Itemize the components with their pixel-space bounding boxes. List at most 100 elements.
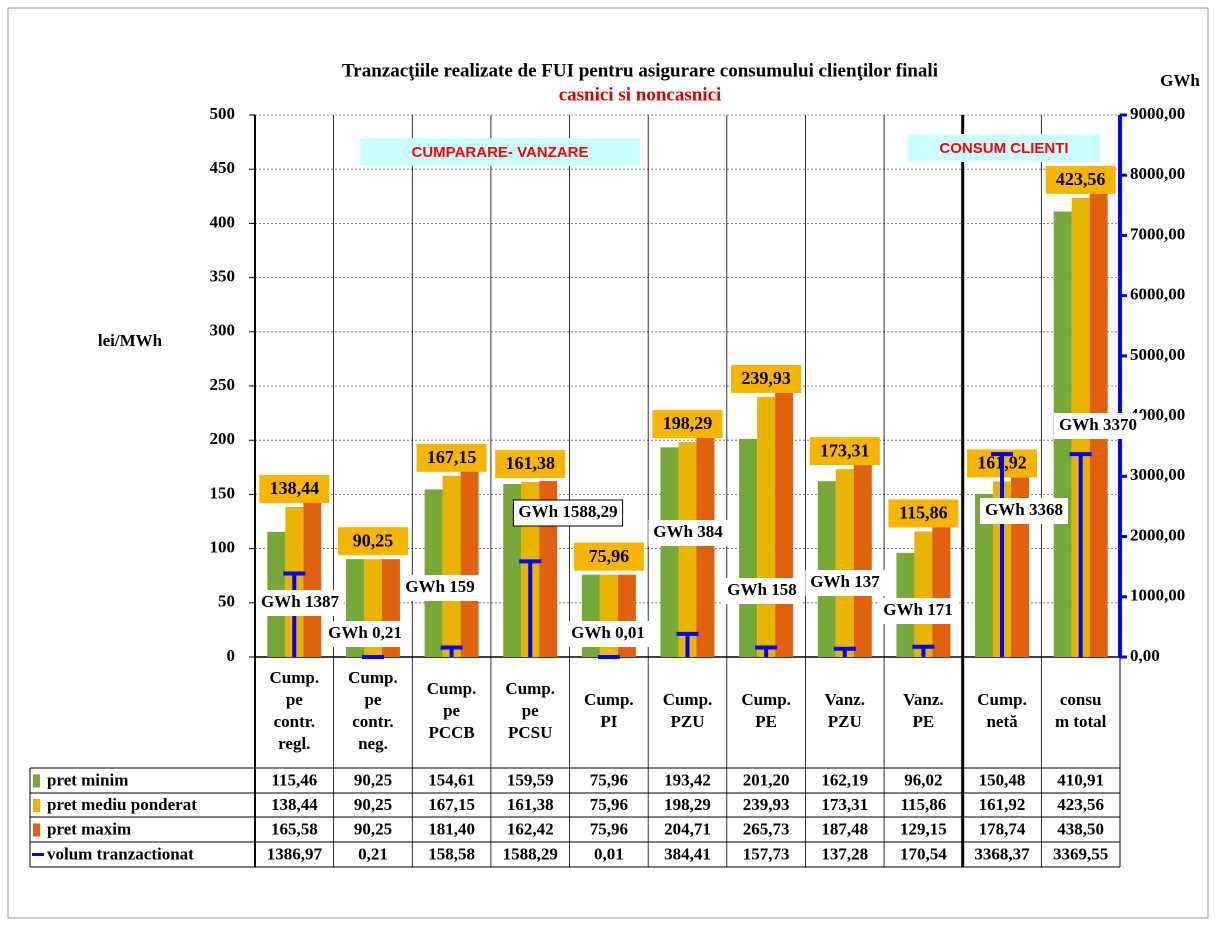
volume-label-box [400,575,480,601]
volume-marker [519,559,542,657]
x-tick-label: Cump. [348,668,398,687]
bar [460,460,479,657]
y-tick-label: 500 [210,104,236,123]
table-cell: 170,54 [900,844,947,863]
table-cell: 129,15 [900,819,947,838]
bar [817,481,836,657]
bar [739,438,758,657]
volume-marker [1069,452,1092,657]
table-cell: 158,58 [428,844,475,863]
volume-label: GWh 159 [405,577,474,596]
x-tick-label: Cump. [741,690,791,709]
table-cell: 384,41 [664,844,711,863]
x-tick-label: contr. [274,712,315,731]
data-label: 423,56 [1056,169,1106,189]
table-cell: 187,48 [821,819,868,838]
y2-tick-label: 4000,00 [1130,405,1185,424]
data-label-box [259,474,330,503]
table-cell: 162,42 [507,819,554,838]
y2-tick-label: 2000,00 [1130,525,1185,544]
legend-label: volum tranzactionat [47,844,194,863]
y2-tick-label: 8000,00 [1130,164,1185,183]
data-label-box [652,410,723,439]
y-tick-label: 400 [210,212,236,231]
data-label: 90,25 [353,530,394,550]
bar [835,469,854,657]
data-label: 75,96 [589,546,630,566]
volume-marker [676,631,699,657]
data-label: 173,31 [820,440,870,460]
volume-label: GWh 158 [727,580,796,599]
legend-label: pret maxim [47,819,131,838]
x-tick-label: Cump. [427,679,477,698]
bar [678,442,697,657]
bar [775,368,794,657]
x-tick-label: pe [364,690,381,709]
y-tick-label: 450 [210,158,236,177]
table-cell: 154,61 [428,770,475,789]
chart-title: Tranzacţiile realizate de FUI pentru asi… [342,60,938,81]
data-label-box [416,443,487,472]
table-cell: 115,46 [271,770,317,789]
table-cell: 75,96 [590,819,628,838]
volume-label: GWh 171 [883,600,952,619]
bar [660,447,679,657]
table-cell: 115,86 [901,795,947,814]
table-cell: 161,38 [507,795,554,814]
table-cell: 157,73 [743,844,790,863]
volume-label-box [648,520,728,546]
volume-marker [833,646,856,657]
volume-label-box [566,621,650,647]
data-label: 239,93 [741,368,791,388]
table-cell: 198,29 [664,795,711,814]
table-cell: 90,25 [354,819,392,838]
x-tick-label: pe [443,701,460,720]
y-tick-label: 0 [227,646,236,665]
table-cell: 193,42 [664,770,711,789]
x-tick-label: Cump. [663,690,713,709]
volume-marker [755,645,778,657]
table-cell: 0,01 [594,844,624,863]
x-tick-label: pe [286,690,303,709]
y2-tick-label: 1000,00 [1130,586,1185,605]
table-cell: 165,58 [271,819,318,838]
volume-label-box [805,570,885,596]
volume-label: GWh 1387 [261,592,339,611]
data-label-box [731,364,802,393]
table-cell: 96,02 [904,770,942,789]
x-tick-label: PE [755,712,777,731]
table-cell: 265,73 [743,819,790,838]
volume-label-box [1054,413,1142,439]
x-tick-label: PE [913,712,935,731]
bar [757,396,776,657]
y-tick-label: 200 [210,429,236,448]
x-tick-label: neg. [358,734,388,753]
table-cell: 423,56 [1057,795,1104,814]
table-cell: 162,19 [821,770,868,789]
data-label: 198,29 [663,413,713,433]
table-cell: 75,96 [590,795,628,814]
data-label: 167,15 [427,447,477,467]
volume-label: GWh 1588,29 [518,502,617,521]
volume-label: GWh 137 [810,572,880,591]
table-cell: 181,40 [428,819,475,838]
y-tick-label: 150 [210,483,236,502]
x-tick-label: pe [522,701,539,720]
volume-label: GWh 3368 [985,500,1063,519]
table-cell: 90,25 [354,770,392,789]
x-tick-label: regl. [278,734,310,753]
data-label-box [573,542,644,571]
y-axis-label: lei/MWh [98,331,163,350]
table-cell: 167,15 [428,795,475,814]
data-label-box [495,450,566,479]
x-tick-label: consu [1060,690,1102,709]
legend-key [33,823,40,837]
y-tick-label: 350 [210,267,236,286]
bar [914,531,933,657]
y2-tick-label: 5000,00 [1130,345,1185,364]
y-tick-label: 300 [210,321,236,340]
volume-label-box [980,498,1068,524]
volume-marker [440,645,463,657]
volume-label-box [323,621,407,647]
